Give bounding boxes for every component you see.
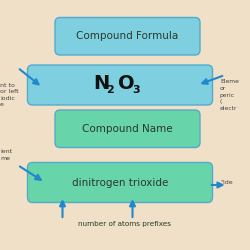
Text: number of atoms prefixes: number of atoms prefixes — [78, 221, 172, 227]
Text: N: N — [93, 74, 109, 93]
Text: dinitrogen trioxide: dinitrogen trioxide — [72, 178, 168, 188]
Text: 3: 3 — [132, 84, 140, 94]
FancyBboxPatch shape — [28, 65, 212, 105]
FancyBboxPatch shape — [55, 110, 200, 148]
Text: 2: 2 — [106, 84, 114, 94]
FancyBboxPatch shape — [55, 18, 200, 55]
Text: "ide: "ide — [220, 180, 232, 185]
Text: Compound Formula: Compound Formula — [76, 31, 178, 41]
Text: Compound Name: Compound Name — [82, 124, 173, 134]
Text: O: O — [118, 74, 134, 93]
Text: nt to
or left
iodic
e: nt to or left iodic e — [0, 82, 18, 108]
FancyBboxPatch shape — [28, 162, 212, 202]
Text: Eleme
or
peric
(
electr: Eleme or peric ( electr — [220, 79, 239, 111]
Text: ient
me: ient me — [0, 149, 12, 161]
